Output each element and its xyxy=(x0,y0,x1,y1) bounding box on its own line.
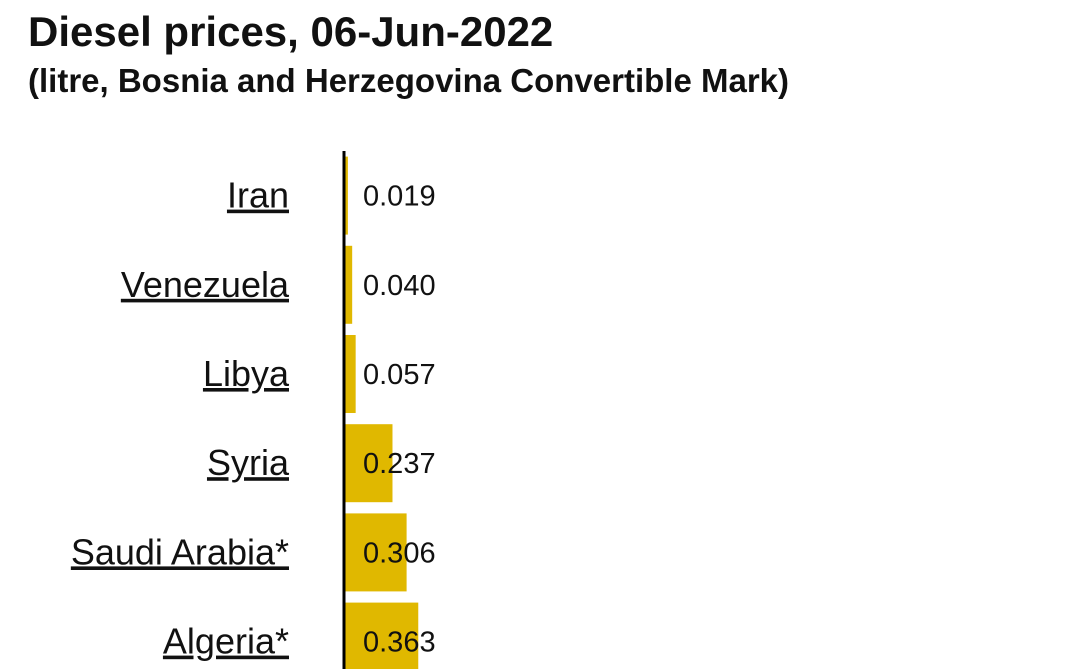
value-label-saudi-arabia: 0.306 xyxy=(363,537,436,569)
value-label-syria: 0.237 xyxy=(363,448,436,480)
chart-title: Diesel prices, 06-Jun-2022 xyxy=(28,8,554,55)
category-label-algeria[interactable]: Algeria* xyxy=(163,621,289,662)
category-label-saudi-arabia[interactable]: Saudi Arabia* xyxy=(71,531,289,572)
value-label-venezuela: 0.040 xyxy=(363,270,436,302)
bar-venezuela xyxy=(344,245,353,324)
bar-iran xyxy=(344,156,348,235)
category-label-venezuela[interactable]: Venezuela xyxy=(121,264,290,305)
bar-algeria xyxy=(344,602,419,669)
value-label-algeria: 0.363 xyxy=(363,627,436,659)
bar-libya xyxy=(344,335,356,413)
bar-saudi-arabia xyxy=(344,513,407,592)
bars-layer xyxy=(344,156,419,669)
bar-syria xyxy=(344,424,393,503)
category-label-iran[interactable]: Iran xyxy=(227,175,289,216)
chart-subtitle: (litre, Bosnia and Herzegovina Convertib… xyxy=(28,62,789,99)
category-label-syria[interactable]: Syria xyxy=(207,442,290,483)
value-label-libya: 0.057 xyxy=(363,359,436,391)
labels-layer: Iran 0.019 Venezuela 0.040 Libya 0.057 Syria 0.… xyxy=(71,175,436,662)
value-label-iran: 0.019 xyxy=(363,181,436,213)
category-label-libya[interactable]: Libya xyxy=(203,353,290,394)
